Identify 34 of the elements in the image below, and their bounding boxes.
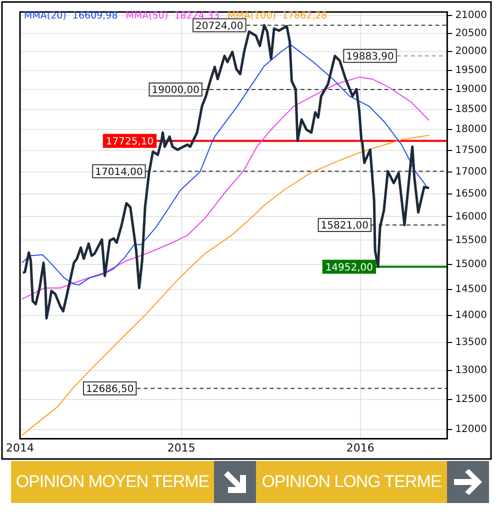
y-tick-label: 16000 — [455, 211, 487, 222]
y-tick-label: 19500 — [455, 64, 487, 76]
y-tick-label: 17000 — [455, 166, 487, 178]
text: MMA(20) 16609,98 — [24, 10, 118, 22]
ref-line-label: 19883,90 — [346, 52, 394, 63]
ref-line-label: 19000,00 — [152, 85, 200, 96]
ref-line-label: 20724,00 — [196, 20, 244, 32]
y-tick-label: 12000 — [455, 424, 487, 436]
y-tick-label: 19000 — [455, 84, 487, 96]
y-tick-label: 20000 — [455, 46, 487, 58]
y-tick-label: 18500 — [455, 104, 487, 115]
y-tick-label: 18000 — [455, 124, 487, 136]
ref-line-label: 12686,50 — [86, 384, 134, 395]
y-tick-label: 15500 — [455, 234, 487, 246]
text: OPINION MOYEN TERME — [11, 461, 214, 503]
y-tick-label: 14500 — [455, 284, 487, 296]
text: OPINION LONG TERME — [256, 461, 447, 503]
y-tick-label: 17500 — [455, 144, 487, 156]
x-tick-label: 2016 — [346, 441, 374, 454]
x-tick-label: 2014 — [6, 441, 34, 454]
y-tick-label: 13500 — [455, 336, 487, 348]
ref-line-label: 17014,00 — [95, 166, 143, 178]
y-tick-label: 16500 — [455, 188, 487, 200]
x-tick-label: 2015 — [167, 441, 196, 454]
ref-line-label: 17725,10 — [106, 136, 154, 148]
y-tick-label: 15000 — [455, 259, 487, 270]
ref-line-label: 14952,00 — [325, 262, 374, 274]
ref-line-label: 15821,00 — [320, 220, 369, 232]
y-tick-label: 20500 — [455, 28, 487, 39]
y-tick-label: 14000 — [455, 310, 487, 322]
y-tick-label: 21000 — [455, 10, 487, 22]
text: MMA(100) 17862,28 — [228, 10, 328, 22]
y-tick-label: 13000 — [455, 364, 487, 376]
y-tick-label: 12500 — [455, 394, 487, 405]
